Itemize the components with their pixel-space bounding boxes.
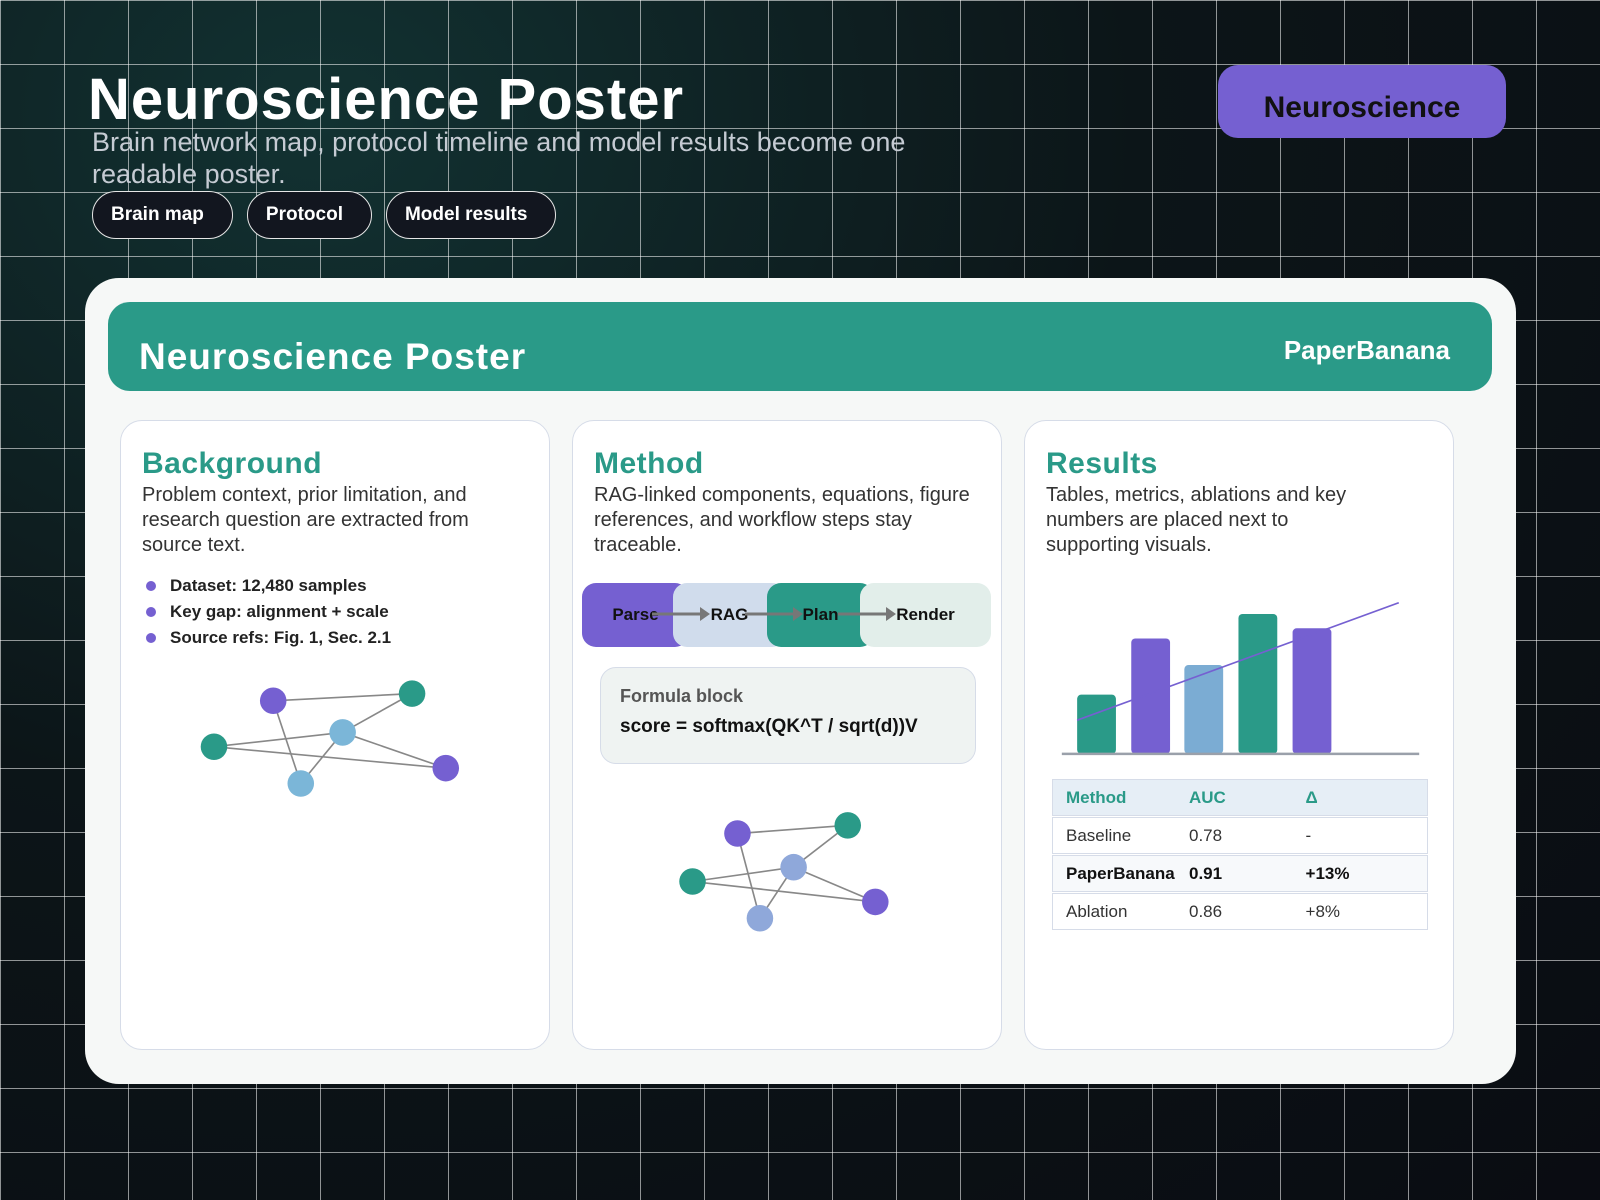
bar	[1131, 638, 1171, 754]
method-panel: Method RAG-linked components, equations,…	[572, 420, 1002, 1050]
table-cell: Baseline	[1052, 817, 1176, 854]
bullet: Dataset: 12,480 samples	[143, 573, 391, 599]
background-panel: Background Problem context, prior limita…	[120, 420, 550, 1050]
panel-text: Tables, metrics, ablations and key numbe…	[1046, 484, 1347, 556]
formula-expression: score = softmax(QK^T / sqrt(d))V	[620, 716, 918, 737]
table-cell: -	[1292, 817, 1428, 854]
bar	[1077, 694, 1116, 754]
tag: Model results	[385, 191, 557, 239]
bullet: Source refs: Fig. 1, Sec. 2.1	[143, 625, 391, 651]
badge: Neuroscience	[1218, 65, 1506, 138]
table-header-cell: Method	[1052, 779, 1176, 816]
table-header-cell: Δ	[1292, 779, 1428, 816]
panel-heading: Method	[594, 447, 704, 480]
formula-block: Formula block score = softmax(QK^T / sqr…	[600, 667, 976, 764]
subtitle: Brain network map, protocol timeline and…	[92, 127, 906, 189]
table-cell: 0.86	[1176, 893, 1293, 930]
table-row: Baseline 0.78-	[1052, 817, 1428, 854]
bullet: Key gap: alignment + scale	[143, 599, 391, 625]
bar	[1238, 613, 1278, 754]
pipeline-arrows	[652, 607, 896, 621]
trend-line	[1076, 601, 1400, 721]
table-row: PaperBanana 0.91 +13%	[1052, 855, 1428, 892]
tag-list: Brain map Protocol Model results	[92, 191, 557, 239]
table-row: Ablation 0.86 +8%	[1052, 893, 1428, 930]
network-graph	[679, 812, 889, 932]
nodes	[200, 680, 460, 797]
table-header-row: Method AUC Δ	[1052, 779, 1428, 816]
bar-illustration	[1061, 601, 1420, 756]
table-cell: 0.78	[1176, 817, 1293, 854]
bar	[1184, 665, 1224, 754]
network-graph	[200, 680, 460, 797]
table-cell: Ablation	[1052, 893, 1176, 930]
pipeline-step: Parse	[582, 583, 689, 647]
tag: Protocol	[246, 191, 372, 239]
results-table: Method AUC Δ Baseline 0.78- PaperBanana 0.91 +1…	[1052, 778, 1428, 931]
arrow-head	[793, 607, 803, 621]
panel-text: Problem context, prior limitation, and r…	[142, 484, 469, 556]
tag: Brain map	[92, 191, 233, 239]
bullet-list: Dataset: 12,480 samples Key gap: alignmen…	[143, 573, 391, 651]
results-panel: Results Tables, metrics, ablations and k…	[1024, 420, 1454, 1050]
arrow-head	[886, 607, 896, 621]
brand: PaperBanana	[1283, 335, 1450, 365]
poster-title: Neuroscience Poster	[139, 336, 527, 377]
table-header-cell: AUC	[1176, 779, 1293, 816]
panel-text: RAG-linked components, equations, figure…	[594, 484, 970, 556]
table-cell: 0.91	[1176, 855, 1293, 892]
table-cell: PaperBanana	[1052, 855, 1176, 892]
panel-heading: Background	[142, 447, 323, 480]
edges	[213, 692, 447, 784]
bar	[1292, 628, 1332, 754]
table-cell: +13%	[1292, 855, 1428, 892]
poster-header	[108, 302, 1492, 391]
pipeline: Parse RAG Plan Render	[582, 583, 991, 647]
nodes	[679, 812, 889, 932]
panel-heading: Results	[1046, 447, 1158, 480]
page-title: Neuroscience Poster	[88, 67, 685, 132]
formula-label: Formula block	[620, 686, 744, 706]
arrow-head	[700, 607, 710, 621]
table-cell: +8%	[1292, 893, 1428, 930]
